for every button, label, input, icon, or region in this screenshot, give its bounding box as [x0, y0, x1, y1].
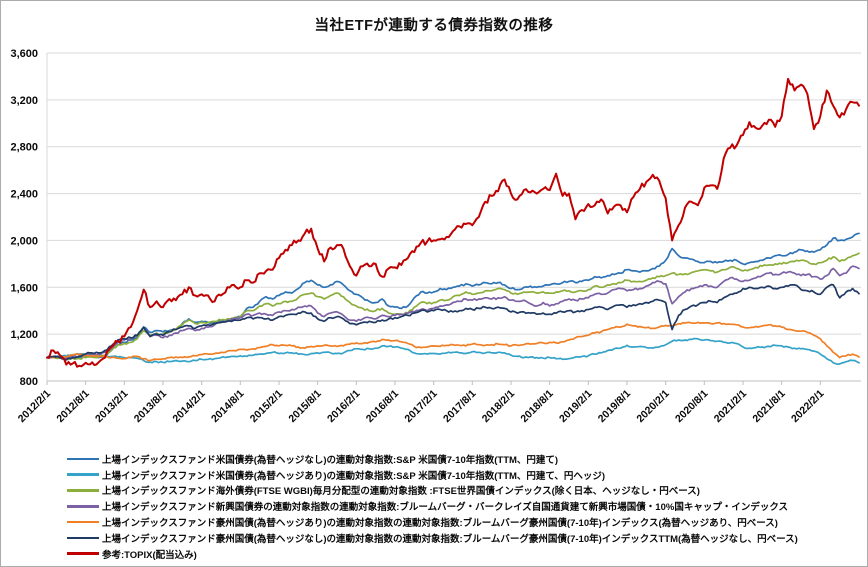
x-tick-label: 2016/2/1	[325, 388, 362, 425]
series-line-4	[46, 321, 860, 362]
x-tick-label: 2013/8/1	[132, 388, 169, 425]
legend-line-swatch	[67, 473, 99, 476]
legend-line-swatch	[67, 489, 99, 492]
legend-label: 参考:TOPIX(配当込み)	[102, 549, 197, 561]
legend-label: 上場インデックスファンド豪州国債(為替ヘッジあり)の連動対象指数の連動対象指数:…	[102, 518, 778, 530]
legend-label: 上場インデックスファンド米国債券(為替ヘッジあり)の連動対象指数:S&P 米国債…	[102, 470, 606, 482]
series-line-2	[46, 252, 860, 361]
legend-line-swatch	[67, 520, 99, 524]
x-tick-label: 2022/2/1	[789, 388, 826, 425]
chart-legend: 上場インデックスファンド米国債券(為替ヘッジなし)の連動対象指数:S&P 米国債…	[67, 451, 857, 562]
x-tick-label: 2015/2/1	[248, 388, 285, 425]
legend-line-swatch	[67, 505, 99, 508]
x-tick-label: 2014/8/1	[209, 388, 246, 425]
x-tick-label: 2019/2/1	[557, 388, 594, 425]
y-tick-label: 800	[20, 376, 38, 388]
y-tick-label: 2,000	[10, 235, 38, 247]
line-chart: 800 1,200 1,600 2,000 2,400 2,800 3,200 3,600 20…	[10, 48, 861, 425]
x-tick-label: 2014/2/1	[170, 388, 207, 425]
x-tick-label: 2017/8/1	[441, 388, 478, 425]
legend-item: 参考:TOPIX(配当込み)	[67, 546, 857, 562]
legend-line-swatch	[67, 457, 99, 461]
x-tick-label: 2015/8/1	[286, 388, 323, 425]
x-tick-label: 2018/8/1	[518, 388, 555, 425]
y-tick-label: 1,200	[10, 329, 38, 341]
x-tick-label: 2019/8/1	[596, 388, 633, 425]
x-tick-label: 2020/2/1	[634, 388, 671, 425]
series-line-3	[46, 265, 860, 360]
legend-label: 上場インデックスファンド米国債券(為替ヘッジなし)の連動対象指数:S&P 米国債…	[102, 454, 559, 466]
legend-item: 上場インデックスファンド豪州国債(為替ヘッジあり)の連動対象指数の連動対象指数:…	[67, 514, 857, 530]
x-tick-label: 2021/8/1	[750, 388, 787, 425]
y-tick-label: 2,800	[10, 142, 38, 154]
legend-item: 上場インデックスファンド新興国債券の連動対象指数の連動対象指数:ブルームバーグ・…	[67, 498, 857, 514]
legend-item: 上場インデックスファンド米国債券(為替ヘッジあり)の連動対象指数:S&P 米国債…	[67, 467, 857, 483]
x-tick-label: 2018/2/1	[480, 388, 517, 425]
legend-line-swatch	[67, 536, 99, 540]
legend-label: 上場インデックスファンド新興国債券の連動対象指数の連動対象指数:ブルームバーグ・…	[102, 502, 789, 514]
legend-item: 上場インデックスファンド米国債券(為替ヘッジなし)の連動対象指数:S&P 米国債…	[67, 451, 857, 467]
legend-item: 上場インデックスファンド豪州国債(為替ヘッジなし)の連動対象指数の連動対象指数:…	[67, 530, 857, 546]
x-tick-label: 2012/8/1	[54, 388, 91, 425]
x-tick-label: 2021/2/1	[712, 388, 749, 425]
x-tick-label: 2016/8/1	[364, 388, 401, 425]
legend-line-swatch	[67, 552, 99, 555]
y-tick-label: 2,400	[10, 189, 38, 201]
legend-item: 上場インデックスファンド海外債券(FTSE WGBI)毎月分配型の連動対象指数 …	[67, 483, 857, 499]
x-tick-label: 2017/2/1	[402, 388, 439, 425]
y-tick-label: 1,600	[10, 282, 38, 294]
series-line-1	[46, 337, 860, 366]
y-tick-label: 3,600	[10, 48, 38, 60]
chart-title: 当社ETFが連動する債券指数の推移	[314, 18, 554, 34]
x-tick-label: 2020/8/1	[673, 388, 710, 425]
legend-label: 上場インデックスファンド豪州国債(為替ヘッジなし)の連動対象指数の連動対象指数:…	[102, 533, 798, 545]
series-line-5	[46, 283, 860, 361]
x-tick-label: 2012/2/1	[16, 388, 53, 425]
legend-label: 上場インデックスファンド海外債券(FTSE WGBI)毎月分配型の連動対象指数 …	[102, 486, 700, 498]
y-tick-label: 3,200	[10, 95, 38, 107]
x-tick-label: 2013/2/1	[93, 388, 130, 425]
series-line-6	[46, 77, 860, 368]
